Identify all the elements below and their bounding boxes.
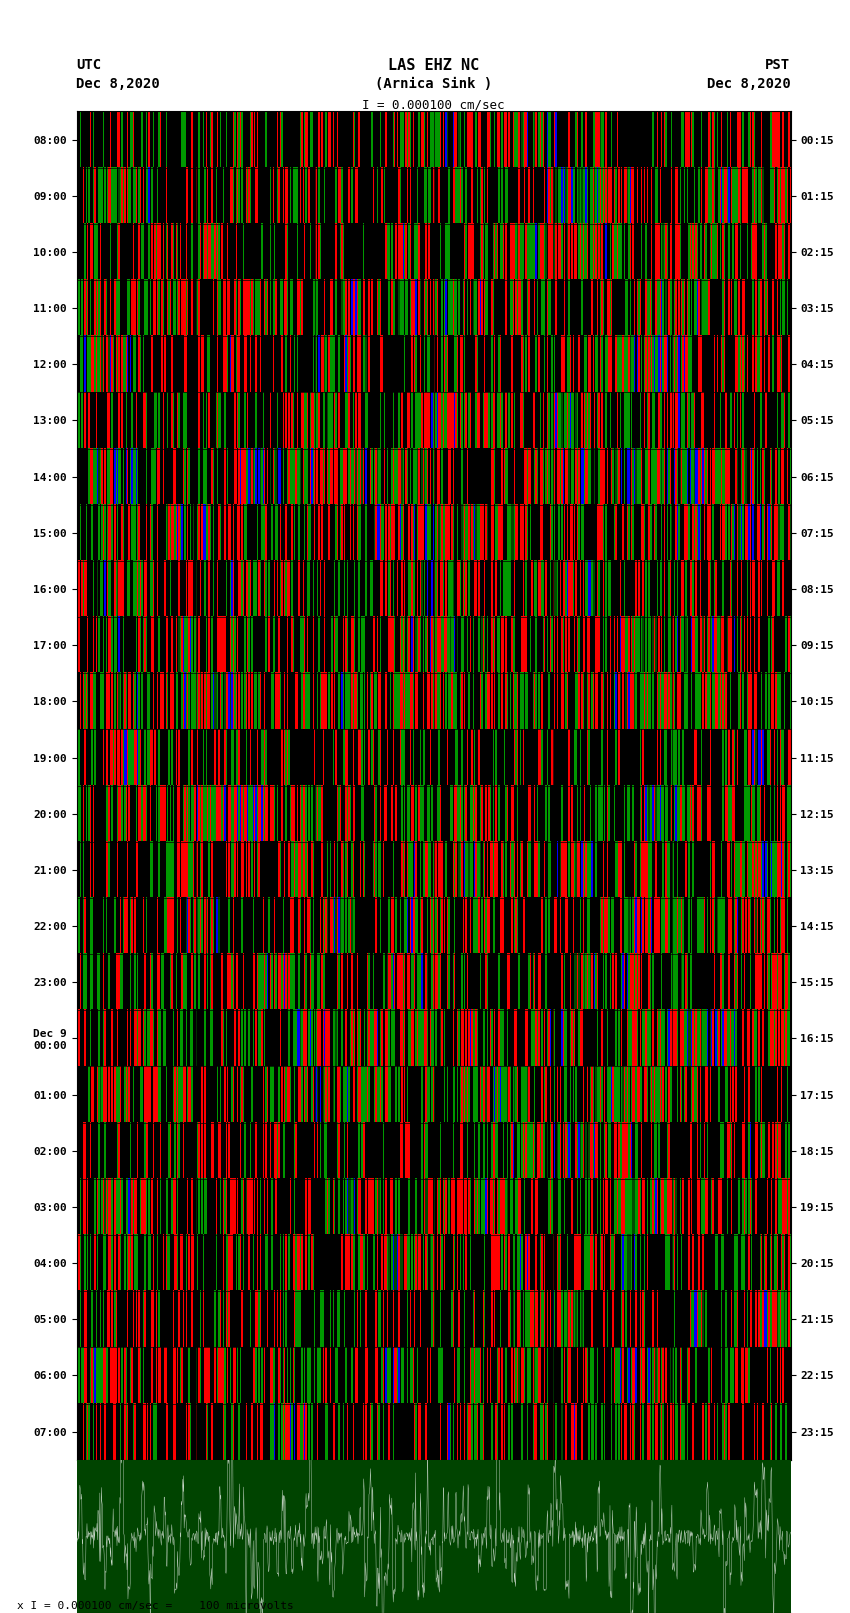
Text: Dec 8,2020: Dec 8,2020: [706, 77, 791, 90]
Text: LAS EHZ NC: LAS EHZ NC: [388, 58, 479, 73]
Text: PST: PST: [765, 58, 790, 73]
Text: UTC: UTC: [76, 58, 102, 73]
Text: x I = 0.000100 cm/sec =    100 microvolts: x I = 0.000100 cm/sec = 100 microvolts: [17, 1602, 294, 1611]
Text: Dec 8,2020: Dec 8,2020: [76, 77, 161, 90]
Text: (Arnica Sink ): (Arnica Sink ): [375, 77, 492, 90]
Text: I = 0.000100 cm/sec: I = 0.000100 cm/sec: [362, 98, 505, 111]
